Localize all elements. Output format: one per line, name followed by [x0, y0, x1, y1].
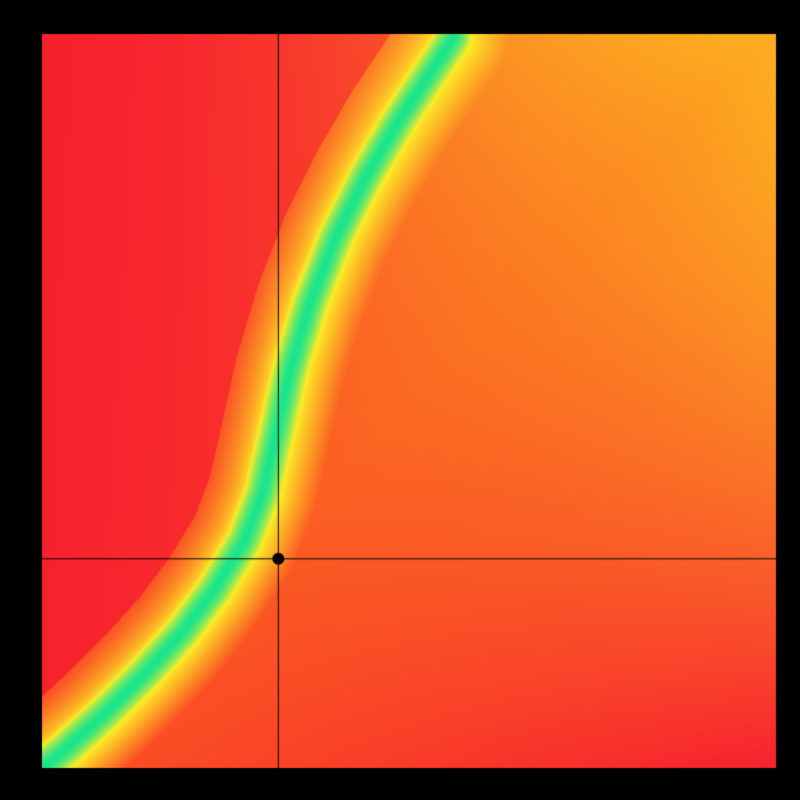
bottleneck-heatmap: [0, 0, 800, 800]
chart-container: TheBottleneck.com: [0, 0, 800, 800]
